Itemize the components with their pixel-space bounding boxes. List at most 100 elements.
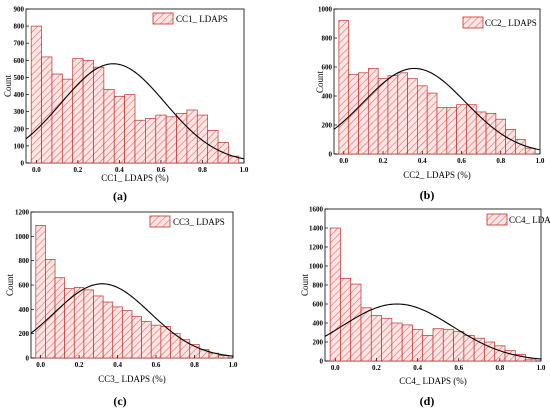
y-tick-label: 1600 <box>309 206 324 214</box>
y-axis-label-a: Count <box>3 75 13 98</box>
bars-b <box>338 20 536 155</box>
legend-c: CC3_ LDAPS <box>149 215 225 228</box>
histogram-bar <box>165 116 177 164</box>
histogram-bar <box>134 119 146 164</box>
y-tick-label: 1200 <box>309 244 324 252</box>
panel-label-a: (a) <box>113 189 127 203</box>
histogram-bar <box>51 73 63 164</box>
histogram-bar <box>45 259 56 359</box>
histogram-bar <box>124 94 136 164</box>
x-tick-label: 0.6 <box>457 157 466 165</box>
histogram-bar <box>397 72 408 155</box>
histogram-bar <box>377 78 389 155</box>
panel-label-c: (c) <box>113 394 126 408</box>
panel-label-b: (b) <box>420 188 435 202</box>
legend-d: CC4_ LDAPS <box>486 213 550 226</box>
histogram-bar <box>495 118 507 155</box>
x-axis-label-c: CC3_ LDAPS (%) <box>98 374 166 384</box>
histogram-bar <box>196 114 209 164</box>
histogram-bar <box>35 225 46 359</box>
histogram-bar <box>218 355 229 359</box>
histogram-bar <box>186 109 198 164</box>
histogram-bar <box>514 354 526 362</box>
histogram-bar <box>103 89 115 164</box>
histogram-bar <box>360 307 372 362</box>
histogram-bar <box>348 73 359 155</box>
x-tick-label: 1.0 <box>537 364 546 372</box>
y-tick-label: 1000 <box>15 233 30 241</box>
normal-fit-curve-d <box>324 303 542 360</box>
y-tick-label: 600 <box>14 57 25 65</box>
x-tick-label: 0.0 <box>36 361 45 369</box>
x-tick-label: 0.8 <box>495 364 504 372</box>
x-tick-label: 0.4 <box>113 361 122 369</box>
y-tick-label: 200 <box>19 330 30 338</box>
x-tick-label: 0.8 <box>496 157 505 165</box>
y-tick-label: 600 <box>19 282 30 290</box>
histogram-bar <box>113 95 125 164</box>
histogram-bar <box>141 321 152 359</box>
legend-swatch-a <box>152 12 174 25</box>
x-tick-label: 0.2 <box>74 166 83 174</box>
bars-c <box>35 225 229 359</box>
x-ticks-d: 0.0 0.2 0.4 0.6 0.8 1.0 <box>331 358 546 372</box>
histogram-bar <box>432 328 444 362</box>
normal-fit-curve-b <box>333 67 541 151</box>
y-tick-label: 1000 <box>318 6 333 14</box>
histogram-bar <box>524 147 536 155</box>
y-tick-label: 0 <box>329 151 333 159</box>
y-tick-label: 400 <box>14 91 25 99</box>
histogram-bar <box>381 317 393 362</box>
histogram-bar <box>453 331 465 362</box>
y-tick-label: 800 <box>19 257 30 265</box>
y-tick-label: 1400 <box>309 225 324 233</box>
normal-fit-curve-a <box>25 63 245 160</box>
histogram-bar <box>412 329 424 362</box>
x-tick-label: 0.4 <box>413 364 422 372</box>
legend-label-d: CC4_ LDAPS <box>509 215 550 225</box>
y-ticks-d: 0 200 400 600 800 1000 1200 1400 1600 <box>309 206 328 366</box>
x-axis-label-d: CC4_ LDAPS (%) <box>399 376 467 386</box>
y-ticks-c: 0 200 400 600 800 1000 1200 <box>15 209 34 363</box>
y-axis-label-c: Count <box>5 274 15 297</box>
x-tick-label: 0.6 <box>157 166 166 174</box>
y-tick-label: 300 <box>14 108 25 116</box>
y-axis-label-b: Count <box>315 71 325 94</box>
histogram-bar <box>155 114 167 164</box>
histogram-bar <box>370 315 382 362</box>
y-tick-label: 0 <box>320 358 324 366</box>
y-tick-label: 800 <box>313 282 324 290</box>
histogram-bar <box>525 358 537 362</box>
histogram-bar <box>504 350 516 362</box>
histogram-bar <box>122 310 133 359</box>
histogram-bar <box>83 289 94 359</box>
histogram-bar <box>93 66 105 164</box>
legend-swatch-d <box>486 213 508 226</box>
x-tick-label: 0.6 <box>152 361 161 369</box>
x-tick-label: 0.4 <box>115 166 124 174</box>
y-tick-label: 100 <box>14 142 25 150</box>
y-tick-label: 0 <box>21 160 25 168</box>
y-ticks-b: 0 200 400 600 800 1000 <box>318 6 337 159</box>
bars-a <box>30 25 240 164</box>
legend-b: CC2_ LDAPS <box>462 16 537 29</box>
histogram-bar <box>41 56 53 164</box>
bars-d <box>329 227 537 362</box>
histogram-bar <box>436 107 448 155</box>
x-tick-label: 0.2 <box>379 157 388 165</box>
x-tick-label: 0.2 <box>372 364 381 372</box>
x-tick-label: 0.0 <box>339 157 348 165</box>
x-tick-label: 0.2 <box>75 361 84 369</box>
histogram-bar <box>338 20 350 155</box>
y-tick-label: 700 <box>14 40 25 48</box>
legend-label-c: CC3_ LDAPS <box>173 217 225 227</box>
x-tick-label: 1.0 <box>229 361 238 369</box>
y-ticks-a: 0 100 200 300 400 500 600 700 800 900 <box>14 6 29 168</box>
legend-label-b: CC2_ LDAPS <box>485 18 537 28</box>
histogram-bar <box>131 316 142 359</box>
x-tick-label: 0.8 <box>198 166 207 174</box>
histogram-bar <box>442 329 454 362</box>
